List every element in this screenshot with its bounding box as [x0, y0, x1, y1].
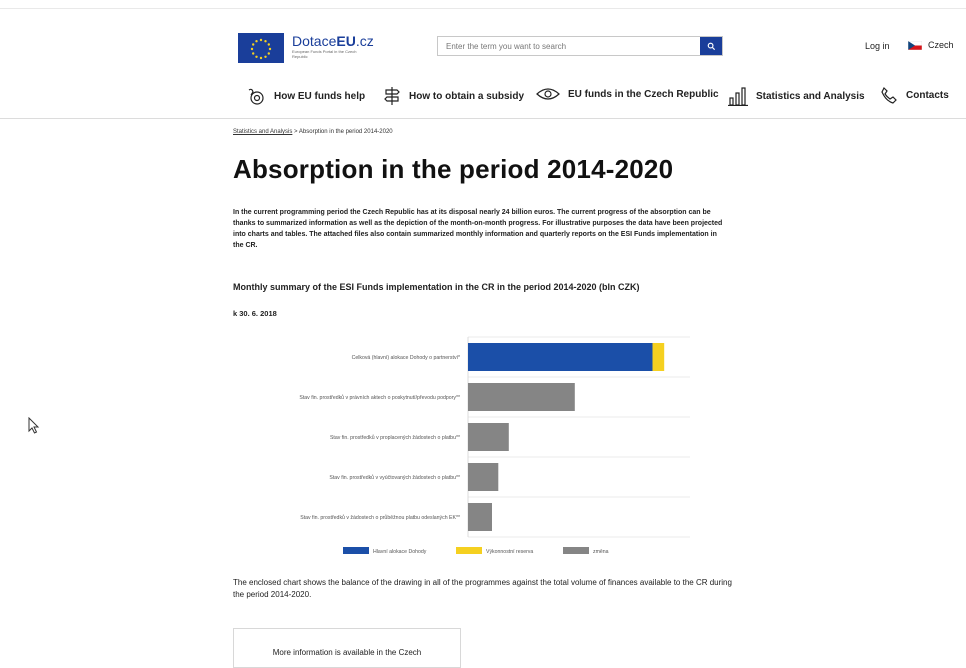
absorption-chart: Celková (hlavní) alokace Dohody o partne…	[299, 336, 690, 555]
nav-item-how-eu-funds-help[interactable]: How EU funds help	[246, 86, 365, 106]
chart-category-label: Stav fin. prostředků v vyúčtovaných žádo…	[329, 474, 460, 481]
piggy-bank-icon	[248, 88, 264, 105]
logo-subtitle: European Funds Portal in the Czech Repub…	[292, 49, 357, 59]
chart-description: The enclosed chart shows the balance of …	[233, 578, 732, 599]
search-icon	[707, 42, 715, 50]
mouse-cursor-icon	[28, 417, 40, 434]
phone-icon	[881, 86, 897, 104]
login-link[interactable]: Log in	[865, 41, 890, 51]
chart-category-label: Stav fin. prostředků v žádostech o průbě…	[300, 514, 460, 521]
more-info-box[interactable]: More information is available in the Cze…	[233, 628, 461, 668]
search-input[interactable]	[438, 37, 700, 55]
more-info-text: More information is available in the Cze…	[272, 648, 422, 657]
breadcrumb-current: Absorption in the period 2014-2020	[298, 129, 393, 135]
legend-swatch	[343, 547, 369, 554]
legend-label: Hlavní alokace Dohody	[373, 549, 427, 555]
chart-category-label: Stav fin. prostředků v proplacených žádo…	[330, 434, 460, 441]
search-bar	[437, 36, 723, 56]
czech-flag-icon	[908, 40, 922, 50]
intro-paragraph: In the current programming period the Cz…	[233, 209, 723, 249]
date-label: k 30. 6. 2018	[233, 309, 277, 318]
legend-label: Výkonnostní reserva	[486, 549, 533, 555]
chart-category-label: Celková (hlavní) alokace Dohody o partne…	[352, 355, 460, 361]
section-title: Monthly summary of the ESI Funds impleme…	[233, 282, 640, 292]
nav-item-contacts[interactable]: Contacts	[880, 86, 949, 104]
chart-bar	[468, 343, 653, 371]
chart-bar	[468, 383, 575, 411]
nav-item-eu-funds-in-cr[interactable]: EU funds in the Czech Republic	[536, 86, 719, 102]
legend-label: změna	[593, 549, 609, 555]
breadcrumb: Statistics and Analysis > Absorption in …	[233, 129, 393, 135]
site-logo[interactable]: DotaceEU.cz European Funds Portal in the…	[238, 33, 374, 63]
search-button[interactable]	[700, 37, 722, 55]
chart-bar	[652, 343, 665, 371]
legend-swatch	[456, 547, 482, 554]
legend-swatch	[563, 547, 589, 554]
breadcrumb-separator: >	[292, 129, 299, 135]
top-divider	[0, 8, 966, 9]
eye-icon	[536, 88, 560, 100]
chart-bar	[468, 423, 509, 451]
chart-bar	[468, 463, 499, 491]
language-label: Czech	[928, 40, 954, 50]
page-title: Absorption in the period 2014-2020	[233, 154, 674, 184]
eu-flag-icon	[238, 33, 284, 63]
chart-category-label: Stav fin. prostředků v právních aktech o…	[299, 394, 460, 401]
breadcrumb-link-statistics[interactable]: Statistics and Analysis	[233, 129, 293, 135]
main-navigation: How EU funds help How to obtain a subsid…	[0, 86, 966, 108]
nav-item-how-to-obtain-subsidy[interactable]: How to obtain a subsidy	[383, 86, 524, 106]
language-switcher[interactable]: Czech	[908, 40, 954, 50]
chart-bar	[468, 503, 492, 531]
nav-item-statistics-and-analysis[interactable]: Statistics and Analysis	[728, 86, 865, 106]
signpost-icon	[384, 87, 400, 105]
logo-title: DotaceEU.cz	[292, 33, 374, 49]
nav-divider	[0, 118, 966, 119]
bar-chart-icon	[728, 87, 748, 106]
